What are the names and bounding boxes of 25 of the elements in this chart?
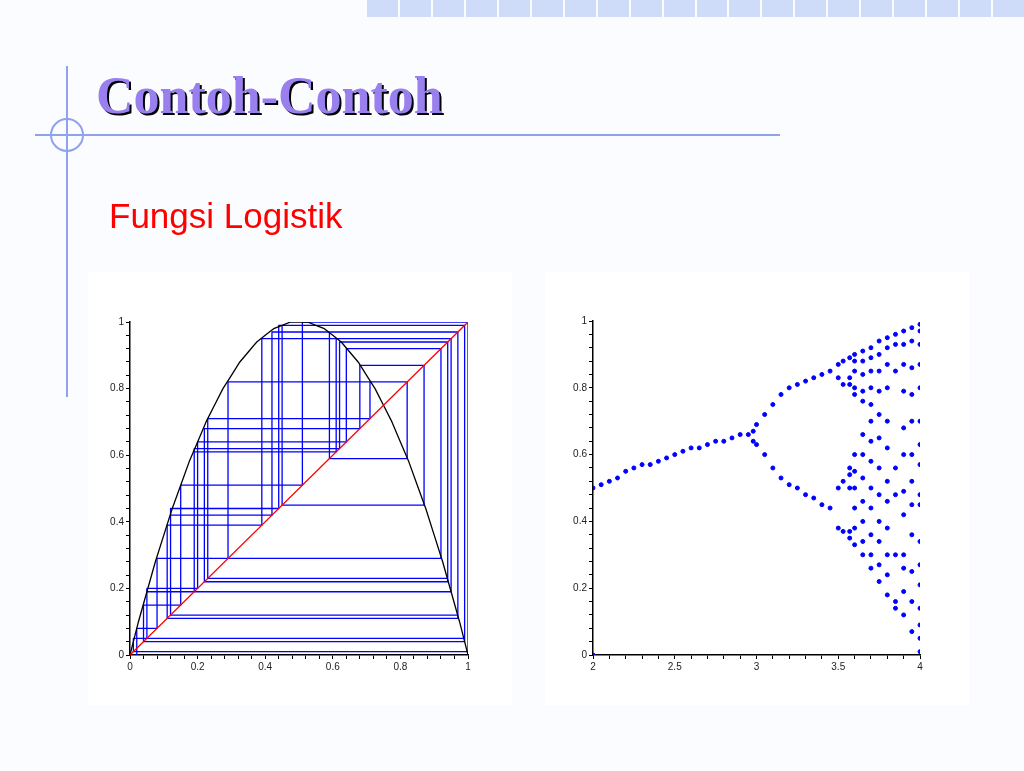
x-tick-label: 0.8 xyxy=(393,660,408,672)
x-tick-label: 1 xyxy=(465,660,472,672)
y-tick-label: 0.6 xyxy=(573,448,588,460)
chart-title: Contoh-Contoh xyxy=(96,67,443,125)
x-tick-label: 0.6 xyxy=(325,660,341,672)
x-tick-label: 2.5 xyxy=(667,660,683,672)
y-tick-label: 1 xyxy=(118,315,125,327)
y-tick-label: 0 xyxy=(118,648,125,660)
x-tick-label: 2 xyxy=(590,660,597,672)
chart-subtitle: Fungsi Logistik xyxy=(109,196,343,236)
x-tick-label: 0 xyxy=(127,660,134,672)
y-tick-label: 0.4 xyxy=(573,515,588,527)
x-tick-label: 0.4 xyxy=(258,660,273,672)
y-tick-label: 0.6 xyxy=(110,448,125,460)
y-tick-label: 0.4 xyxy=(110,515,125,527)
x-tick-label: 4 xyxy=(917,660,924,672)
x-tick-label: 0.2 xyxy=(190,660,205,672)
x-tick-label: 3.5 xyxy=(831,660,846,672)
y-tick-label: 0.8 xyxy=(110,382,125,394)
y-tick-label: 1 xyxy=(581,314,588,326)
y-tick-label: 0.2 xyxy=(573,581,588,593)
y-tick-label: 0 xyxy=(581,648,588,660)
y-tick-label: 0.8 xyxy=(573,381,588,393)
x-tick-label: 3 xyxy=(753,660,760,672)
y-tick-label: 0.2 xyxy=(110,582,125,594)
